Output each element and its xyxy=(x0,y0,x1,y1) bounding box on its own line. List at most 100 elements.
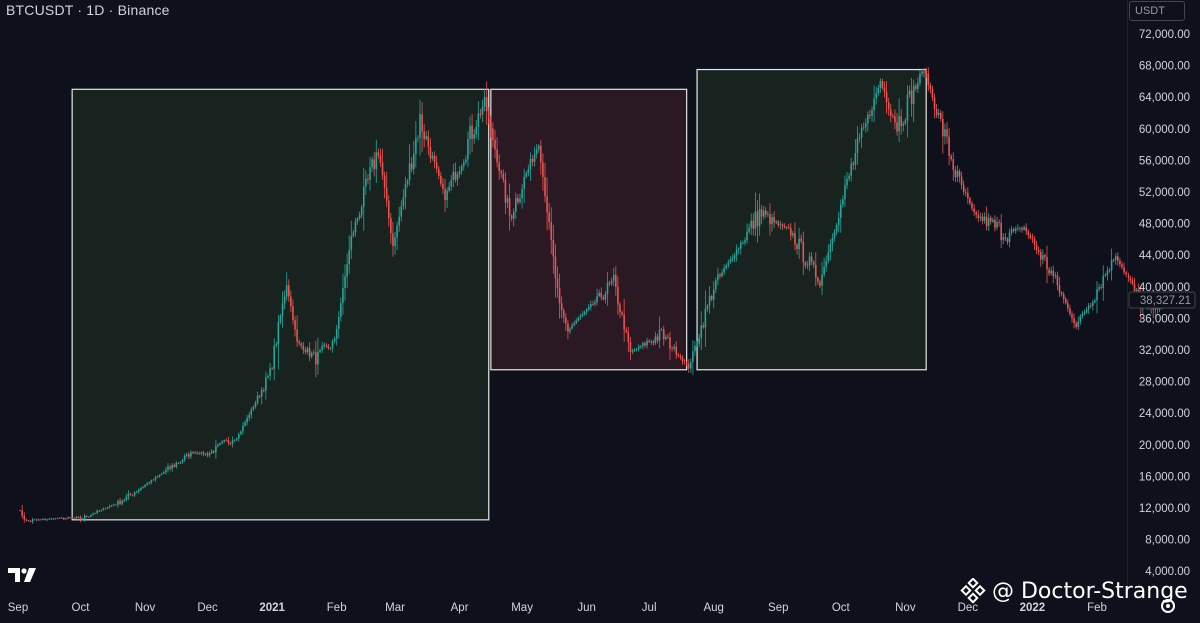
candle-body xyxy=(123,499,126,502)
candle xyxy=(169,464,171,471)
candle-body xyxy=(871,109,873,116)
candle-body xyxy=(846,178,848,186)
time-axis: Sep Oct Nov Dec 2021 Feb Mar Apr May Jun Jul Aug Sep… xyxy=(0,596,1200,618)
candle-body xyxy=(775,221,778,223)
candle-body xyxy=(540,145,542,163)
candle xyxy=(352,229,355,238)
candle xyxy=(285,272,288,301)
candle-body xyxy=(204,453,207,455)
candle xyxy=(258,394,261,399)
candle xyxy=(569,326,571,334)
candle xyxy=(410,157,413,173)
candle xyxy=(740,240,742,255)
candle xyxy=(412,141,415,175)
candle-body xyxy=(350,236,353,251)
candle xyxy=(829,239,832,261)
candle-body xyxy=(735,249,738,256)
candle xyxy=(748,223,750,234)
candle-body xyxy=(342,288,344,303)
candle xyxy=(467,131,469,168)
candle-body xyxy=(377,152,380,156)
candle xyxy=(375,139,378,183)
candle-body xyxy=(69,517,71,519)
candle xyxy=(644,341,646,348)
candle xyxy=(150,479,153,485)
candle-body xyxy=(1104,275,1107,276)
candle-body xyxy=(496,149,498,163)
candle xyxy=(394,231,396,255)
candle xyxy=(533,146,536,167)
candle xyxy=(1010,225,1013,236)
candle xyxy=(717,267,719,286)
candle xyxy=(944,123,946,145)
candle-body xyxy=(98,510,101,512)
candle-body xyxy=(814,264,817,278)
gear-icon[interactable] xyxy=(1158,596,1178,616)
candle-body xyxy=(737,248,740,250)
candle xyxy=(158,474,161,478)
candle-body xyxy=(237,434,240,439)
price-axis-separator xyxy=(1127,0,1128,596)
candle-body xyxy=(519,198,521,203)
candle xyxy=(252,405,255,412)
candle-body xyxy=(831,237,834,245)
candle-body xyxy=(365,178,367,187)
candle xyxy=(896,112,898,136)
candle-body xyxy=(358,215,361,219)
candle xyxy=(923,68,925,78)
candle xyxy=(396,221,398,251)
x-tick-label: Jun xyxy=(577,602,596,614)
candle-body xyxy=(408,163,411,181)
candle-body xyxy=(94,513,96,514)
candle xyxy=(248,411,251,422)
candle xyxy=(256,391,259,405)
candle xyxy=(669,331,671,361)
candle xyxy=(556,266,559,298)
candle-body xyxy=(196,452,198,454)
candle-body xyxy=(185,454,188,456)
candle-body xyxy=(762,210,765,217)
candle xyxy=(625,326,628,334)
candle-body xyxy=(833,231,836,238)
candle-body xyxy=(306,348,309,352)
candle xyxy=(302,342,305,354)
candle xyxy=(452,163,455,188)
candle-body xyxy=(1056,275,1059,286)
candle-body xyxy=(1110,260,1113,271)
candle-body xyxy=(1021,227,1023,230)
candle-body xyxy=(477,113,480,127)
candle xyxy=(1114,253,1117,265)
candle xyxy=(735,244,738,262)
candle xyxy=(671,346,673,352)
candle xyxy=(937,108,940,119)
candle-body xyxy=(992,219,994,222)
x-tick-label: Sep xyxy=(8,602,28,614)
candle-body xyxy=(285,285,288,297)
candle xyxy=(48,517,51,521)
candle-body xyxy=(54,518,57,520)
candle xyxy=(63,517,65,521)
candle-body xyxy=(465,159,467,163)
candle-body xyxy=(508,198,511,216)
candle xyxy=(127,490,130,501)
candle xyxy=(83,513,86,522)
candle-body xyxy=(240,431,242,435)
candle xyxy=(1044,253,1046,262)
currency-selector[interactable]: USDT xyxy=(1129,1,1185,21)
candle xyxy=(367,173,369,184)
candle xyxy=(1042,249,1044,265)
candle xyxy=(485,81,488,125)
candle xyxy=(156,475,159,479)
candle xyxy=(835,222,838,235)
candle xyxy=(340,297,342,322)
candle-body xyxy=(265,377,267,391)
candle xyxy=(227,436,230,446)
candle xyxy=(525,171,528,179)
candle xyxy=(292,299,294,325)
y-tick-label: 64,000.00 xyxy=(1139,92,1190,104)
candle-body xyxy=(785,227,788,228)
candle-body xyxy=(142,486,144,489)
candle-body xyxy=(337,316,340,330)
